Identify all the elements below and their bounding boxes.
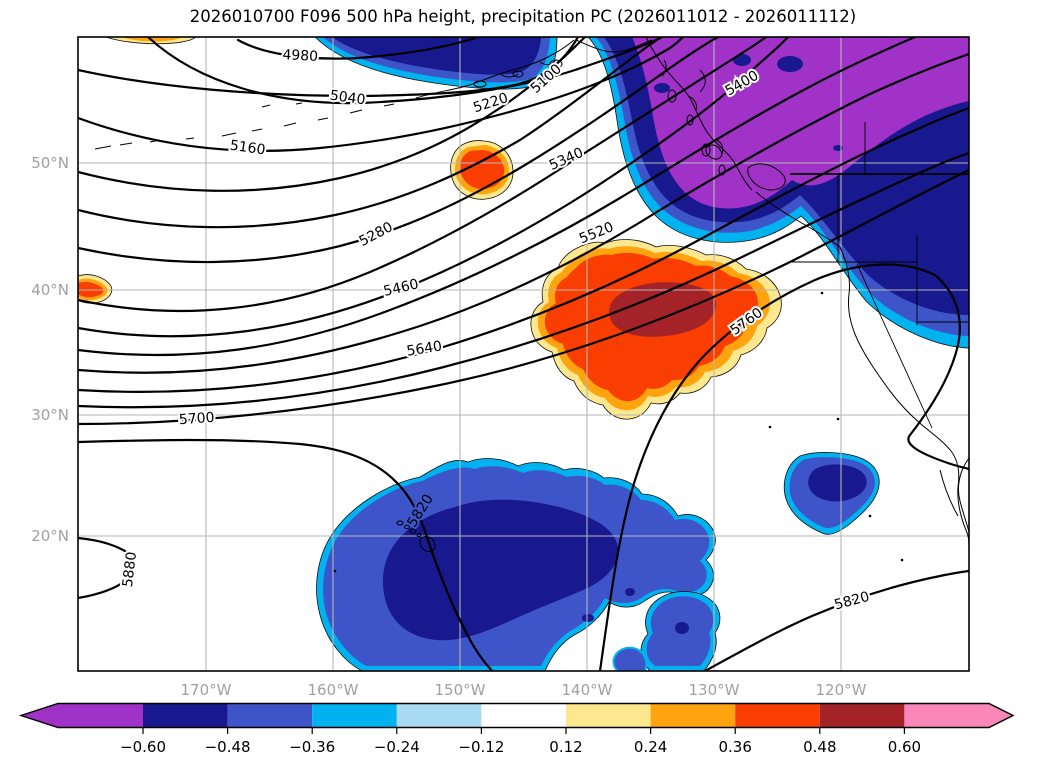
political-borders bbox=[790, 122, 969, 429]
cb-label-pos060: 0.60 bbox=[888, 738, 921, 756]
contour-label-5640: 5640 bbox=[406, 338, 444, 359]
contour-label-5820-east: 5820 bbox=[833, 589, 872, 614]
contour-label-5700: 5700 bbox=[178, 410, 215, 428]
height-contours bbox=[78, 37, 969, 671]
shading-negative-hawaii-region bbox=[316, 458, 721, 671]
cb-label-pos024: 0.24 bbox=[634, 738, 667, 756]
shading-positive-left-edge-pocket bbox=[78, 274, 113, 304]
cb-label-pos012: 0.12 bbox=[549, 738, 582, 756]
lat-tick-20n: 20°N bbox=[31, 527, 69, 545]
contour-label-5460: 5460 bbox=[382, 276, 420, 300]
cb-label-pos036: 0.36 bbox=[718, 738, 751, 756]
colorbar-ticks bbox=[142, 727, 906, 734]
map-frame bbox=[77, 36, 970, 672]
lon-tick-140w: 140°W bbox=[562, 681, 613, 699]
shading-negative-baja-pocket bbox=[783, 452, 880, 535]
lat-tick-30n: 30°N bbox=[31, 406, 69, 424]
contour-label-5160: 5160 bbox=[229, 138, 267, 159]
lon-tick-170w: 170°W bbox=[181, 681, 232, 699]
lon-tick-150w: 150°W bbox=[435, 681, 486, 699]
gridlines bbox=[78, 37, 969, 671]
colorbar-left-arrow bbox=[21, 703, 58, 728]
contour-label-4980: 4980 bbox=[282, 47, 318, 65]
contour-label-5280: 5280 bbox=[357, 219, 396, 250]
cb-label-neg048: −0.48 bbox=[205, 738, 251, 756]
latitude-axis: 50°N 40°N 30°N 20°N bbox=[31, 154, 69, 545]
cb-label-neg036: −0.36 bbox=[289, 738, 335, 756]
shading-negative-top-west-lobe bbox=[314, 37, 558, 90]
lon-tick-160w: 160°W bbox=[308, 681, 359, 699]
cb-label-neg012: −0.12 bbox=[458, 738, 504, 756]
lat-tick-40n: 40°N bbox=[31, 281, 69, 299]
cb-label-neg024: −0.24 bbox=[374, 738, 420, 756]
colorbar-tick-labels: −0.60 −0.48 −0.36 −0.24 −0.12 0.12 0.24 … bbox=[120, 738, 921, 756]
cb-label-neg060: −0.60 bbox=[120, 738, 166, 756]
colorbar-right-arrow bbox=[989, 703, 1013, 728]
colorbar-outline bbox=[18, 702, 1015, 729]
cb-label-pos048: 0.48 bbox=[803, 738, 836, 756]
coastlines bbox=[94, 37, 969, 573]
lon-tick-130w: 130°W bbox=[689, 681, 740, 699]
contour-label-5340: 5340 bbox=[547, 145, 586, 174]
lon-tick-120w: 120°W bbox=[816, 681, 867, 699]
contour-label-5040: 5040 bbox=[329, 88, 367, 109]
map-plot-area: 4980 5040 5100 5160 5220 5280 5340 5400 … bbox=[78, 37, 969, 671]
contour-label-5880: 5880 bbox=[120, 551, 140, 588]
longitude-axis: 170°W 160°W 150°W 140°W 130°W 120°W bbox=[181, 681, 867, 699]
lat-tick-50n: 50°N bbox=[31, 154, 69, 172]
colorbar: −0.60 −0.48 −0.36 −0.24 −0.12 0.12 0.24 … bbox=[18, 702, 1015, 756]
chart-title: 2026010700 F096 500 hPa height, precipit… bbox=[190, 7, 856, 26]
